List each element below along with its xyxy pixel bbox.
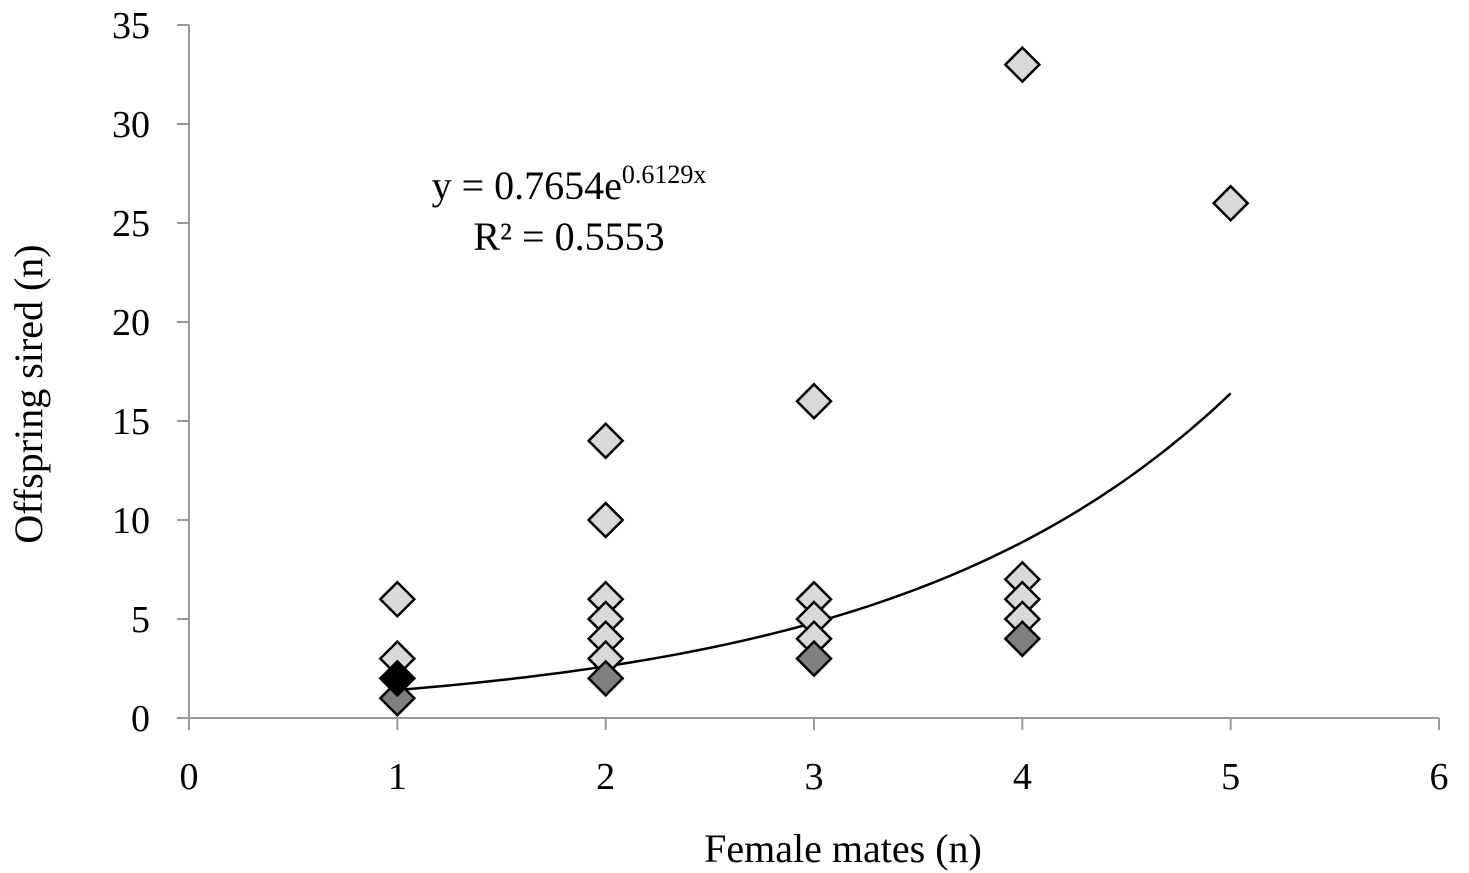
data-point-light (378, 580, 417, 618)
x-tick-labels: 0 1 2 3 4 5 6 (180, 756, 1449, 798)
r-squared-label: R² = 0.5553 (473, 214, 664, 259)
x-tick-label: 0 (180, 756, 199, 798)
y-tick-label: 15 (112, 401, 150, 443)
y-tick-label: 20 (112, 302, 150, 344)
data-point-dark (586, 659, 625, 698)
y-tick-label: 10 (112, 500, 150, 542)
y-axis-title: Offspring sired (n) (6, 244, 51, 543)
x-tick-label: 1 (388, 756, 407, 798)
x-tick-label: 4 (1013, 756, 1032, 798)
equation-exponent: 0.6129x (622, 160, 707, 189)
y-tick-label: 25 (112, 203, 150, 245)
y-tick-labels: 0 5 10 15 20 25 30 35 (112, 5, 150, 740)
data-point-light (795, 382, 833, 420)
x-axis-title: Female mates (n) (704, 826, 982, 871)
x-tick-label: 5 (1221, 756, 1240, 798)
y-tick-label: 30 (112, 104, 150, 146)
data-point-light (586, 422, 625, 460)
x-tick-label: 3 (805, 756, 824, 798)
data-point-dark (378, 679, 417, 717)
equation-base: y = 0.7654e (432, 163, 622, 208)
data-point-light (586, 501, 625, 539)
data-point-dark (795, 639, 833, 678)
data-point-dark (1003, 620, 1042, 658)
y-tick-label: 5 (131, 599, 150, 641)
x-tick-label: 2 (596, 756, 615, 798)
y-tick-label: 0 (131, 698, 150, 740)
data-point-black (378, 659, 417, 698)
x-tick-label: 6 (1430, 756, 1449, 798)
data-point-light (1003, 45, 1042, 84)
data-point-light (1211, 184, 1250, 222)
axes (177, 24, 1440, 730)
data-points (378, 45, 1250, 717)
trendline-equation: y = 0.7654e0.6129x (432, 160, 707, 208)
y-tick-label: 35 (112, 5, 150, 47)
